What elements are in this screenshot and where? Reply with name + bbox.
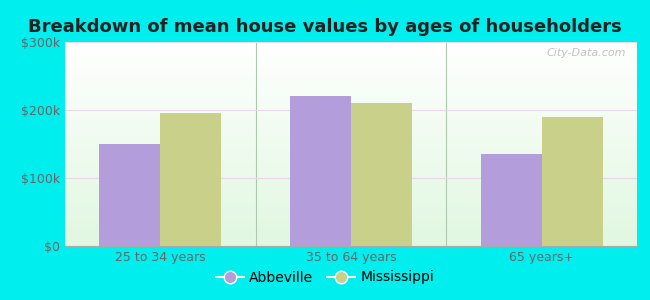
Text: Breakdown of mean house values by ages of householders: Breakdown of mean house values by ages o… — [28, 18, 622, 36]
Text: City-Data.com: City-Data.com — [546, 48, 625, 58]
Bar — [290, 96, 351, 246]
Legend: Abbeville, Mississippi: Abbeville, Mississippi — [210, 265, 440, 290]
Bar — [541, 117, 603, 246]
Bar — [480, 154, 541, 246]
Bar — [161, 113, 222, 246]
Bar — [99, 144, 161, 246]
Bar — [351, 103, 412, 246]
